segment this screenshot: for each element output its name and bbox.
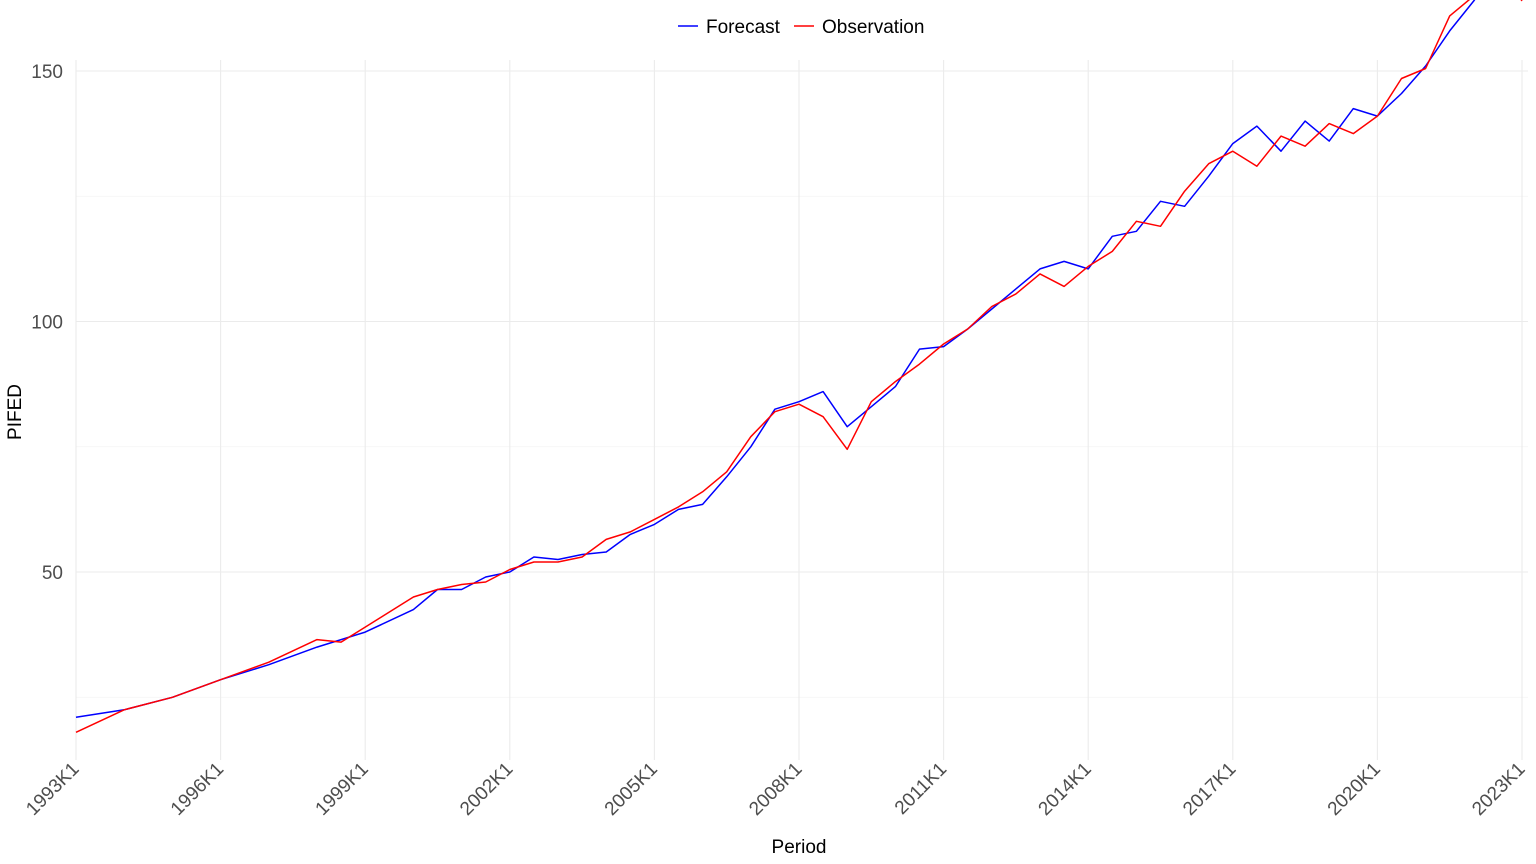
legend-label-observation: Observation [822,17,924,38]
legend: Forecast Observation [678,17,924,38]
y-tick-label: 50 [42,563,63,584]
x-tick-label: 1999K1 [312,759,373,820]
y-axis-ticks: 50 100 150 [31,62,63,584]
x-tick-label: 2005K1 [601,759,662,820]
x-tick-label: 2014K1 [1035,759,1096,820]
x-tick-label: 2020K1 [1324,759,1385,820]
x-tick-label: 2002K1 [456,759,517,820]
x-tick-label: 2017K1 [1179,759,1240,820]
x-tick-label: 2008K1 [745,759,806,820]
series-line-observation [75,0,1523,733]
x-tick-label: 1996K1 [167,759,228,820]
y-tick-label: 150 [31,62,63,83]
grid [75,60,1528,760]
x-tick-label: 1993K1 [22,759,83,820]
y-axis-title: PIFED [5,384,26,440]
x-axis-ticks: 1993K1 1996K1 1999K1 2002K1 2005K1 2008K1 2011… [22,759,1529,820]
x-axis-title: Period [772,837,827,858]
x-tick-label: 2023K1 [1468,759,1529,820]
series-layer [75,0,1523,733]
legend-label-forecast: Forecast [706,17,781,38]
x-tick-label: 2011K1 [891,759,951,819]
y-tick-label: 100 [31,313,63,334]
